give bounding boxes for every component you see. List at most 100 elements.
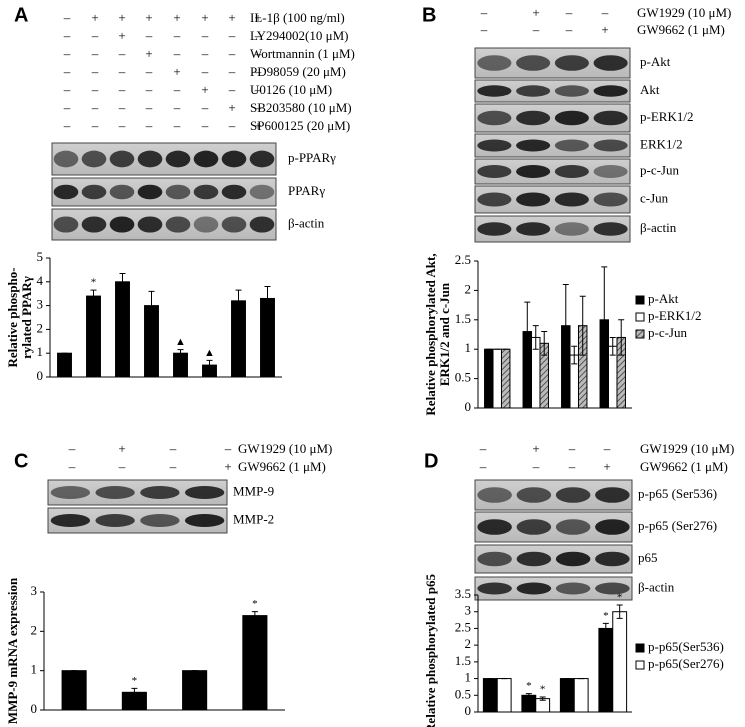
blot-band [477, 487, 512, 503]
condition-sign: – [532, 22, 540, 37]
error-bar [601, 266, 608, 374]
blot-band [477, 85, 512, 97]
condition-sign: + [173, 64, 180, 79]
condition-sign: – [169, 441, 177, 456]
bar [500, 348, 511, 409]
legend-swatch [635, 329, 645, 339]
condition-sign: – [254, 46, 262, 61]
blot-band [593, 222, 628, 236]
condition-sign: – [532, 459, 540, 474]
blot-band [516, 192, 551, 207]
blot-band [516, 551, 552, 567]
y-tick-label: 2 [465, 281, 472, 296]
condition-sign: – [145, 118, 153, 133]
blot-band [477, 582, 512, 595]
blot-band [593, 85, 628, 97]
condition-sign: – [173, 100, 181, 115]
condition-sign: – [228, 46, 236, 61]
condition-sign: + [603, 459, 610, 474]
y-axis-label: ERK1/2 and c-Jun [437, 282, 452, 386]
condition-sign: + [145, 10, 152, 25]
blot-label: p-p65 (Ser276) [638, 518, 717, 533]
condition-sign: – [169, 459, 177, 474]
bar [482, 678, 498, 713]
condition-sign: – [91, 28, 99, 43]
blot-band [249, 184, 275, 200]
condition-sign: + [201, 10, 208, 25]
condition-label: GW1929 (10 μM) [637, 5, 731, 20]
condition-sign: – [201, 100, 209, 115]
condition-sign: – [118, 459, 126, 474]
condition-sign: – [228, 64, 236, 79]
blot-band [165, 150, 191, 168]
blot-label: Akt [640, 82, 660, 97]
blot-band [516, 222, 551, 236]
condition-sign: – [201, 118, 209, 133]
blot-band [137, 184, 163, 200]
blot-band [53, 184, 79, 200]
blot-band [516, 110, 551, 126]
condition-label: GW1929 (10 μM) [640, 441, 734, 456]
significance-marker: * [91, 277, 97, 289]
bar [231, 300, 246, 378]
condition-sign: – [63, 118, 71, 133]
condition-label: PD98059 (20 μM) [250, 64, 346, 79]
y-tick-label: 1.5 [455, 653, 471, 668]
blot [474, 576, 633, 601]
y-tick-label: 2 [465, 636, 472, 651]
error-bar [177, 349, 184, 358]
blot-band [516, 55, 551, 71]
condition-sign: – [63, 28, 71, 43]
condition-sign: – [63, 10, 71, 25]
y-tick-label: 0.5 [455, 370, 471, 385]
y-axis-label: Relative phospho- [5, 267, 20, 367]
error-bar [579, 295, 586, 356]
blot-band [95, 514, 135, 527]
condition-sign: + [601, 22, 608, 37]
condition-sign: – [118, 82, 126, 97]
y-tick-label: 1 [465, 670, 472, 685]
significance-marker: * [603, 610, 609, 622]
condition-sign: – [254, 100, 262, 115]
blot-band [137, 216, 163, 233]
condition-sign: – [63, 46, 71, 61]
legend-swatch [635, 660, 645, 670]
y-axis-label: MMP-9 mRNA expression [5, 577, 20, 724]
condition-sign: – [565, 5, 573, 20]
blot-band [555, 487, 591, 503]
y-tick-label: 3 [37, 297, 44, 312]
blot-band [193, 184, 219, 200]
y-tick-label: 5 [37, 249, 44, 264]
y-tick-label: 0 [31, 701, 38, 716]
blot-band [477, 551, 512, 567]
error-bar [235, 289, 242, 313]
bar [115, 281, 130, 378]
y-tick-label: 2 [37, 320, 44, 335]
y-tick-label: 3 [31, 583, 38, 598]
y-tick-label: 3.5 [455, 586, 471, 601]
blot-band [554, 55, 589, 71]
bar [559, 678, 575, 713]
condition-sign: + [532, 5, 539, 20]
condition-sign: – [479, 441, 487, 456]
blot-band [477, 165, 512, 178]
condition-sign: – [91, 46, 99, 61]
legend-swatch [635, 312, 645, 322]
condition-sign: – [254, 64, 262, 79]
error-bar [251, 611, 258, 621]
blot-band [554, 165, 589, 178]
condition-sign: – [480, 22, 488, 37]
error-bar [609, 336, 616, 356]
y-tick-label: 0 [465, 399, 472, 414]
condition-sign: + [91, 10, 98, 25]
blot-band [221, 216, 247, 233]
condition-sign: + [228, 10, 235, 25]
bar [61, 670, 87, 711]
blot-label: c-Jun [640, 190, 669, 205]
blot-band [50, 486, 91, 499]
condition-sign: – [145, 82, 153, 97]
blot-band [595, 551, 630, 567]
error-bar [616, 604, 623, 619]
blot-band [554, 85, 589, 97]
